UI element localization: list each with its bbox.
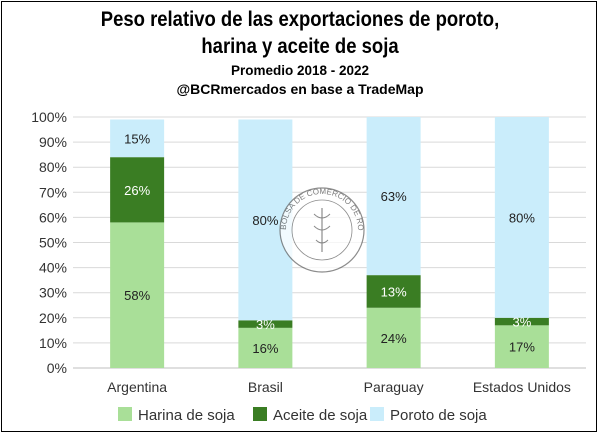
data-label: 26%	[124, 183, 150, 198]
legend-swatch	[118, 407, 132, 421]
x-tick-label: Paraguay	[364, 379, 424, 395]
x-tick-label: Argentina	[107, 379, 167, 395]
bar-segment	[494, 317, 549, 326]
bar-segment	[110, 157, 165, 223]
data-label: 3%	[512, 315, 531, 330]
y-tick-label: 10%	[39, 335, 67, 351]
bar-segment	[238, 320, 293, 328]
y-tick-label: 60%	[39, 209, 67, 225]
y-tick-label: 30%	[39, 285, 67, 301]
y-tick-label: 50%	[39, 235, 67, 251]
data-label: 16%	[252, 341, 278, 356]
legend-label: Harina de soja	[138, 407, 235, 424]
data-label: 15%	[124, 131, 150, 146]
y-tick-label: 100%	[31, 109, 67, 125]
data-label: 17%	[509, 340, 535, 355]
y-tick-label: 80%	[39, 159, 67, 175]
y-tick-label: 70%	[39, 184, 67, 200]
bar-segment	[366, 117, 421, 276]
y-tick-label: 20%	[39, 310, 67, 326]
y-tick-label: 0%	[47, 360, 67, 376]
legend-label: Aceite de soja	[273, 407, 368, 424]
bar-segment	[110, 222, 165, 368]
bar-segment	[494, 325, 549, 368]
data-label: 80%	[509, 210, 535, 225]
x-tick-label: Estados Unidos	[473, 379, 571, 395]
data-label: 24%	[381, 331, 407, 346]
data-label: 80%	[252, 213, 278, 228]
bar-segment	[366, 307, 421, 368]
bar-segment	[238, 327, 293, 368]
chart-title: Peso relativo de las exportaciones de po…	[100, 8, 500, 31]
legend-swatch	[370, 407, 384, 421]
data-label: 58%	[124, 288, 150, 303]
chart-subtitle: Promedio 2018 - 2022	[230, 63, 370, 78]
legend-swatch	[253, 407, 267, 421]
y-tick-label: 40%	[39, 260, 67, 276]
data-label: 63%	[381, 189, 407, 204]
bar-segment	[366, 275, 421, 308]
chart-source: @BCRmercados en base a TradeMap	[176, 81, 424, 97]
y-tick-label: 90%	[39, 134, 67, 150]
bar-segment	[110, 119, 165, 158]
bar-segment	[494, 117, 549, 318]
data-label: 13%	[381, 284, 407, 299]
legend-label: Poroto de soja	[390, 407, 487, 424]
chart-title-line2: harina y aceite de soja	[201, 35, 399, 58]
x-tick-label: Brasil	[248, 379, 283, 395]
data-label: 3%	[256, 317, 275, 332]
